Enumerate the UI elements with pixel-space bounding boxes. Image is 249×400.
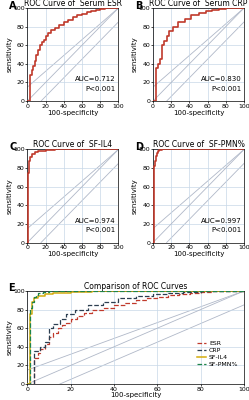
Y-axis label: sensitivity: sensitivity — [132, 178, 138, 214]
Text: D: D — [135, 142, 143, 152]
Text: AUC=0.712: AUC=0.712 — [75, 76, 116, 82]
Text: AUC=0.974: AUC=0.974 — [75, 218, 116, 224]
Y-axis label: sensitivity: sensitivity — [6, 178, 12, 214]
Text: B: B — [135, 0, 142, 10]
Text: A: A — [9, 0, 17, 10]
Y-axis label: sensitivity: sensitivity — [6, 320, 12, 355]
Text: P<0.001: P<0.001 — [85, 86, 116, 92]
X-axis label: 100-specificity: 100-specificity — [47, 251, 99, 257]
Legend: ESR, CRP, SF-IL4, SF-PMN%: ESR, CRP, SF-IL4, SF-PMN% — [194, 338, 241, 370]
Text: E: E — [8, 284, 14, 294]
Y-axis label: sensitivity: sensitivity — [6, 37, 12, 72]
Y-axis label: sensitivity: sensitivity — [132, 37, 138, 72]
X-axis label: 100-specificity: 100-specificity — [110, 392, 161, 398]
Title: ROC Curve of  SF-PMN%: ROC Curve of SF-PMN% — [153, 140, 245, 149]
Text: P<0.001: P<0.001 — [211, 86, 241, 92]
Title: ROC Curve of  SF-IL4: ROC Curve of SF-IL4 — [33, 140, 113, 149]
Text: P<0.001: P<0.001 — [211, 227, 241, 233]
Text: AUC=0.830: AUC=0.830 — [200, 76, 241, 82]
Title: ROC Curve of  Serum ESR: ROC Curve of Serum ESR — [24, 0, 122, 8]
Text: P<0.001: P<0.001 — [85, 227, 116, 233]
X-axis label: 100-specificity: 100-specificity — [173, 110, 224, 116]
Text: C: C — [9, 142, 16, 152]
Text: AUC=0.997: AUC=0.997 — [200, 218, 241, 224]
X-axis label: 100-specificity: 100-specificity — [173, 251, 224, 257]
Title: ROC Curve of  Serum CRP: ROC Curve of Serum CRP — [149, 0, 248, 8]
X-axis label: 100-specificity: 100-specificity — [47, 110, 99, 116]
Title: Comparison of ROC Curves: Comparison of ROC Curves — [84, 282, 187, 291]
